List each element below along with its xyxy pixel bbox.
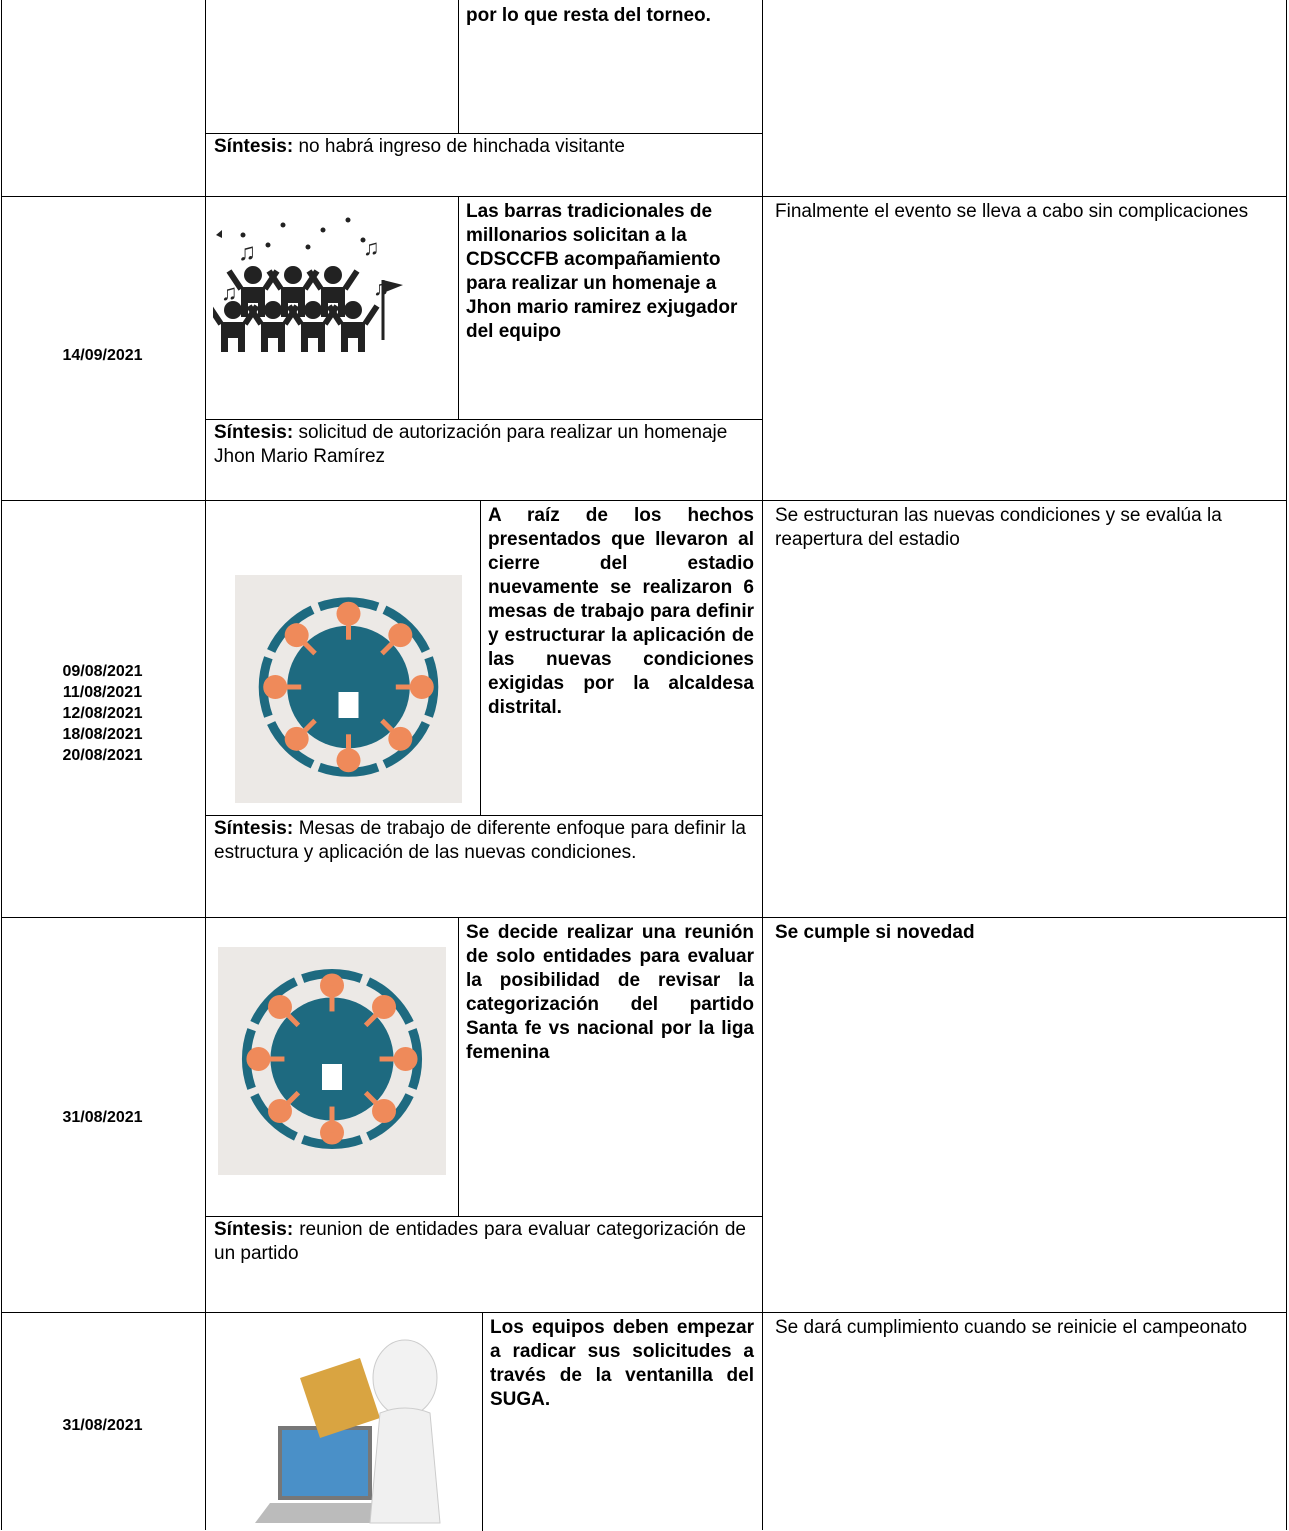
cell-border bbox=[1, 196, 1287, 197]
svg-text:♫: ♫ bbox=[238, 239, 256, 266]
date: 11/08/2021 bbox=[62, 683, 143, 701]
date: 14/09/2021 bbox=[62, 346, 143, 364]
synthesis-text: Mesas de trabajo de diferente enfoque pa… bbox=[214, 818, 746, 863]
cell-border bbox=[458, 196, 459, 419]
illustration bbox=[255, 1339, 441, 1524]
illustration bbox=[235, 575, 462, 803]
date: 09/08/2021 bbox=[62, 662, 143, 680]
cell-border bbox=[458, 917, 459, 1216]
observation: Se dará cumplimiento cuando se reinicie … bbox=[775, 1317, 1248, 1338]
cell-border bbox=[1, 917, 1287, 918]
dates: 09/08/2021 11/08/2021 12/08/2021 18/08/2021… bbox=[0, 661, 205, 766]
cell-border bbox=[1, 0, 2, 1530]
date: 18/08/2021 bbox=[62, 725, 143, 743]
dates: 31/08/2021 bbox=[0, 1415, 205, 1436]
synthesis-text: no habrá ingreso de hinchada visitante bbox=[298, 136, 625, 157]
synthesis: Síntesis: Mesas de trabajo de diferente … bbox=[214, 817, 746, 865]
cell-border bbox=[205, 0, 206, 1530]
observation: Se estructuran las nuevas condiciones y … bbox=[775, 505, 1222, 550]
dates: 31/08/2021 bbox=[0, 1107, 205, 1128]
cell-border bbox=[205, 419, 762, 420]
synthesis-label: Síntesis: bbox=[214, 136, 294, 157]
synthesis: Síntesis: no habrá ingreso de hinchada v… bbox=[214, 135, 746, 159]
date: 31/08/2021 bbox=[62, 1416, 143, 1434]
cell-border bbox=[1, 500, 1287, 501]
cell-border bbox=[205, 133, 762, 134]
cell-border bbox=[1286, 0, 1287, 1530]
action-text: A raíz de los hechos presentados que lle… bbox=[488, 505, 754, 718]
observation: Finalmente el evento se lleva a cabo sin… bbox=[775, 201, 1249, 222]
cell-border bbox=[205, 1216, 762, 1217]
svg-text:♫: ♫ bbox=[221, 280, 238, 305]
synthesis-label: Síntesis: bbox=[214, 1219, 294, 1240]
action-text: Se decide realizar una reunión de solo e… bbox=[466, 922, 754, 1063]
cell-border bbox=[205, 815, 762, 816]
date: 12/08/2021 bbox=[62, 704, 143, 722]
synthesis: Síntesis: solicitud de autorización para… bbox=[214, 421, 746, 469]
date: 31/08/2021 bbox=[62, 1108, 143, 1126]
action-text: Los equipos deben empezar a radicar sus … bbox=[490, 1317, 754, 1410]
date: 20/08/2021 bbox=[62, 746, 143, 764]
cell-border bbox=[458, 0, 459, 133]
dates: 14/09/2021 bbox=[0, 345, 205, 366]
cell-border bbox=[1, 1312, 1287, 1313]
synthesis-label: Síntesis: bbox=[214, 818, 294, 839]
cell-border bbox=[480, 500, 481, 815]
action-text: por lo que resta del torneo. bbox=[466, 5, 711, 26]
illustration bbox=[218, 947, 446, 1175]
svg-text:♫: ♫ bbox=[363, 235, 380, 260]
cell-border bbox=[482, 1312, 483, 1531]
illustration: ♫♫♫♫ bbox=[213, 217, 403, 352]
synthesis: Síntesis: reunion de entidades para eval… bbox=[214, 1218, 746, 1266]
synthesis-label: Síntesis: bbox=[214, 422, 294, 443]
synthesis-text: solicitud de autorización para realizar … bbox=[214, 422, 728, 467]
synthesis-text: reunion de entidades para evaluar catego… bbox=[214, 1219, 746, 1264]
action-text: Las barras tradicionales de millonarios … bbox=[466, 201, 738, 342]
cell-border bbox=[762, 0, 763, 1530]
observation: Se cumple si novedad bbox=[775, 922, 975, 943]
